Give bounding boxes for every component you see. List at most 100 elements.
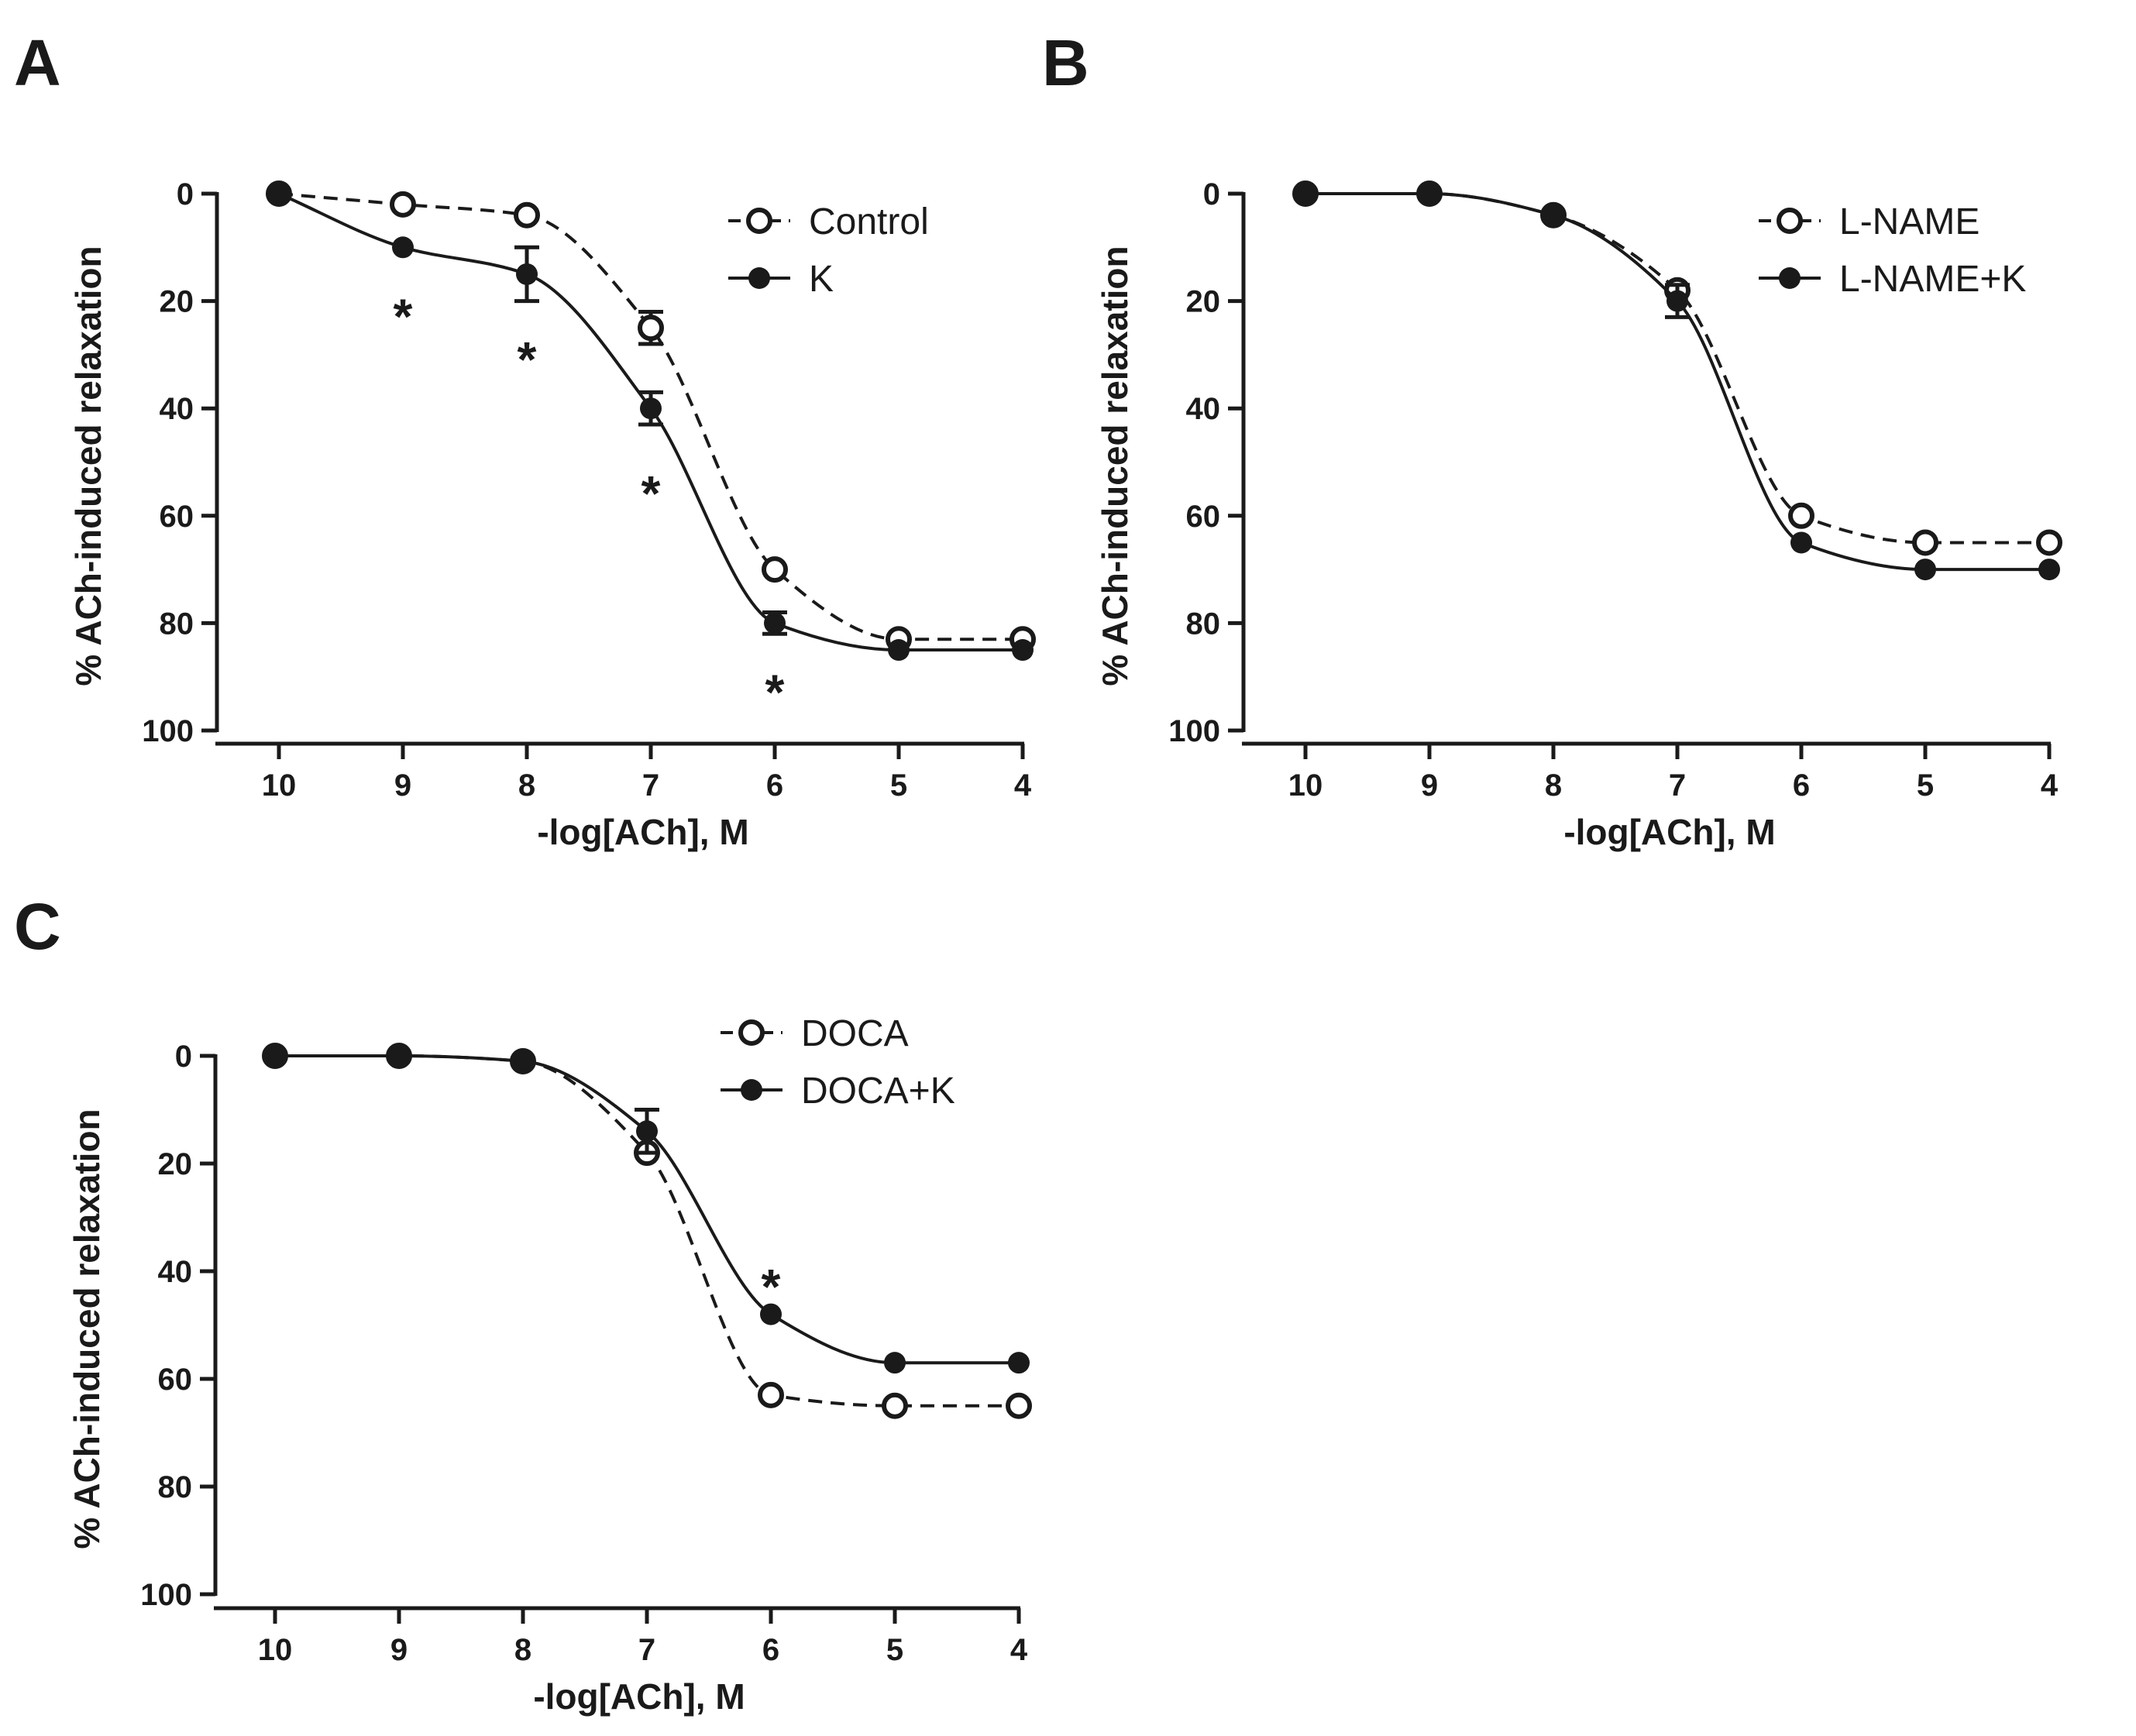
series-k (268, 183, 1034, 662)
y-tick-label: 20 (1186, 285, 1221, 319)
data-point (1295, 183, 1316, 205)
significance-asterisk: * (518, 332, 537, 387)
data-point (514, 201, 540, 229)
legend-marker (1777, 208, 1803, 234)
data-point (1419, 183, 1440, 205)
y-axis-label: % ACh-induced relaxation (67, 1109, 107, 1549)
data-point (512, 1050, 534, 1072)
x-tick-label: 5 (886, 1633, 903, 1667)
y-tick-label: 0 (1203, 177, 1220, 211)
y-tick-label: 60 (160, 500, 194, 534)
legend-marker (741, 1079, 762, 1101)
data-point (760, 1303, 782, 1325)
panel-letter-b: B (1042, 26, 1089, 99)
y-axis-label: % ACh-induced relaxation (68, 246, 108, 686)
x-tick-label: 4 (2041, 768, 2059, 803)
data-point (1543, 204, 1564, 226)
legend-marker (738, 1019, 765, 1046)
y-tick-label: 100 (140, 1578, 192, 1612)
y-tick-label: 20 (158, 1147, 193, 1181)
legend: DOCA DOCA+K (721, 1013, 955, 1112)
data-point (516, 263, 538, 285)
legend-label: Control (809, 201, 929, 242)
x-tick-label: 9 (394, 768, 411, 803)
legend-label: DOCA (801, 1013, 909, 1054)
panel-b: B 0 20 40 60 80 100 10 9 8 7 6 5 4 -log[ACh], M % ACh-i… (1042, 26, 2062, 852)
x-tick-label: 10 (262, 768, 297, 803)
y-tick-label: 80 (160, 607, 194, 641)
data-point (758, 1381, 784, 1408)
data-point (636, 1120, 658, 1143)
y-tick-label: 60 (158, 1363, 193, 1397)
x-tick-label: 6 (762, 1633, 779, 1667)
significance-asterisk: * (762, 1259, 781, 1315)
y-tick-label: 0 (175, 1040, 192, 1074)
y-tick-label: 0 (177, 177, 194, 211)
data-point (264, 1045, 286, 1067)
data-point (888, 639, 910, 662)
x-tick-label: 9 (390, 1633, 408, 1667)
significance-asterisk: * (641, 466, 661, 521)
data-point (392, 236, 414, 259)
y-tick-label: 80 (158, 1470, 193, 1504)
x-axis-label: -log[ACh], M (1563, 812, 1775, 852)
data-point (2036, 529, 2062, 556)
panel-letter-c: C (14, 890, 61, 963)
data-point (268, 183, 290, 205)
data-point (1012, 639, 1034, 662)
y-tick-label: 20 (160, 285, 194, 319)
data-point (882, 1392, 908, 1419)
x-tick-label: 10 (258, 1633, 293, 1667)
data-point (1914, 559, 1936, 581)
x-tick-label: 7 (638, 1633, 655, 1667)
data-point (1790, 531, 1812, 554)
x-tick-label: 8 (514, 1633, 531, 1667)
legend: L-NAME L-NAME+K (1759, 201, 2026, 300)
y-tick-label: 60 (1186, 500, 1221, 534)
y-tick-label: 100 (142, 714, 194, 748)
y-tick-label: 40 (158, 1255, 193, 1289)
significance-asterisk: * (765, 665, 785, 720)
legend-label: DOCA+K (801, 1071, 955, 1112)
series-doca-k (264, 1045, 1030, 1374)
data-point (640, 397, 662, 420)
series-line (1305, 191, 2049, 572)
data-point (2038, 559, 2060, 581)
y-axis-label: % ACh-induced relaxation (1095, 246, 1135, 686)
x-tick-label: 4 (1014, 768, 1032, 803)
x-tick-label: 5 (890, 768, 907, 803)
series-line (278, 192, 1023, 641)
legend-label: L-NAME+K (1839, 259, 2026, 300)
legend-marker (746, 208, 772, 234)
x-axis-label: -log[ACh], M (533, 1676, 745, 1717)
data-point (1008, 1352, 1030, 1374)
y-tick-label: 100 (1168, 714, 1220, 748)
data-point (1666, 290, 1688, 312)
data-point (764, 612, 786, 634)
panel-letter-a: A (14, 26, 61, 99)
x-axis-label: -log[ACh], M (537, 812, 748, 852)
panel-a: A 0 20 40 60 80 100 10 9 8 7 6 5 4 -log[ACh], M % ACh-i… (14, 26, 1036, 852)
legend-marker (748, 267, 770, 289)
legend-label: K (809, 259, 834, 300)
x-tick-label: 10 (1288, 768, 1323, 803)
x-tick-label: 5 (1917, 768, 1934, 803)
data-point (1912, 529, 1938, 556)
data-point (638, 315, 664, 342)
data-point (1788, 502, 1814, 529)
significance-asterisk: * (394, 288, 413, 344)
x-tick-label: 6 (766, 768, 783, 803)
y-tick-label: 40 (160, 392, 194, 426)
x-tick-label: 7 (1669, 768, 1686, 803)
y-tick-label: 40 (1186, 392, 1221, 426)
legend: Control K (728, 201, 929, 300)
legend-label: L-NAME (1839, 201, 1979, 242)
series-l-name-k (1295, 183, 2060, 581)
x-tick-label: 7 (642, 768, 659, 803)
data-point (390, 191, 416, 218)
x-tick-label: 4 (1010, 1633, 1028, 1667)
data-point (884, 1352, 906, 1374)
data-point (388, 1045, 410, 1067)
panel-c: C 0 20 40 60 80 100 10 9 8 7 6 5 4 -log[ACh], M % ACh-i… (14, 890, 1032, 1717)
